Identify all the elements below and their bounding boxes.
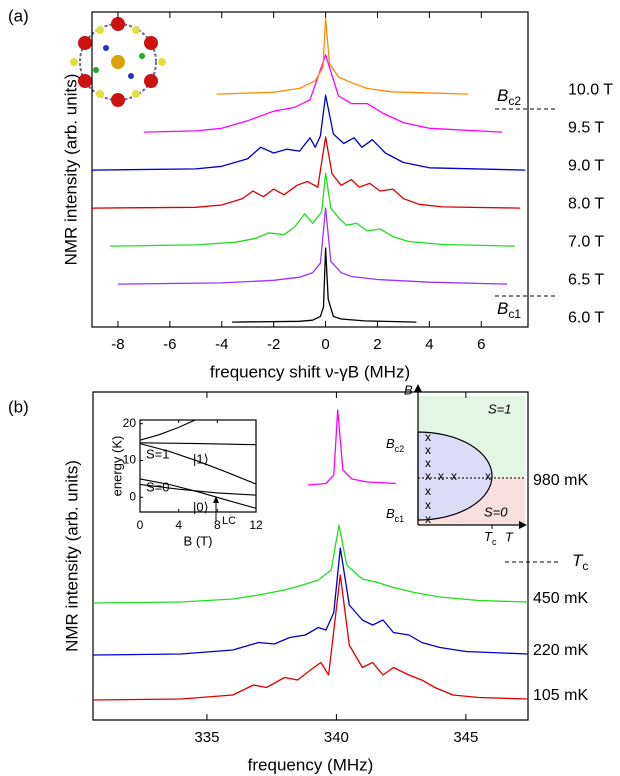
series-label: 10.0 T (568, 81, 613, 98)
svg-text:x: x (425, 498, 431, 512)
inset-annotation: LC (222, 515, 236, 527)
phase-bc2-label-sub: c2 (395, 444, 405, 454)
tc-label: Tc (572, 551, 588, 573)
x-tick-label: -6 (163, 336, 176, 353)
bc2-label-sub: c2 (508, 94, 521, 108)
series-label: 220 mK (533, 642, 588, 659)
y-axis-label: energy (K) (109, 436, 124, 497)
bc2-label-main: B (497, 86, 508, 105)
series-label: 7.0 T (568, 233, 604, 250)
phase-tc-label: Tc (484, 529, 497, 547)
phase-y-label: B (404, 382, 413, 397)
spectrum-line (92, 524, 529, 604)
spectrum-line (92, 547, 529, 656)
x-tick-label: 4 (425, 336, 433, 353)
panel-label: (a) (8, 6, 29, 25)
phase-bc1-label-sub: c1 (395, 514, 405, 524)
spectrum-line (232, 247, 417, 323)
spectrum-line (92, 574, 529, 701)
panel-label: (b) (8, 397, 29, 416)
series-label: 6.5 T (568, 271, 604, 288)
x-tick-label: 0 (137, 518, 144, 532)
bc1-label-sub: c1 (508, 307, 521, 321)
phase-bc1-label: Bc1 (386, 506, 404, 524)
svg-text:x: x (451, 469, 457, 483)
x-tick-label: 12 (249, 518, 263, 532)
spectrum-line (216, 17, 469, 95)
spectrum-line (91, 136, 521, 209)
spectrum-line (110, 172, 516, 247)
tc-label-main: T (572, 551, 584, 570)
y-tick-label: 10 (123, 453, 137, 467)
plot-frame (139, 419, 257, 513)
x-axis-label: frequency shift ν-γB (MHz) (210, 362, 410, 381)
spectrum-line (307, 409, 396, 486)
x-tick-label: 4 (175, 518, 182, 532)
series-label: 9.0 T (568, 157, 604, 174)
spectrum-line (139, 483, 257, 496)
svg-text:x: x (425, 430, 431, 444)
svg-text:x: x (425, 443, 431, 457)
phase-bc2-label: Bc2 (386, 436, 404, 454)
x-tick-label: 345 (453, 729, 478, 746)
svg-text:x: x (438, 469, 444, 483)
spectrum-line (139, 443, 257, 485)
y-axis-label: NMR intensity (arb. units) (61, 74, 80, 266)
spectrum-line (91, 94, 526, 171)
plot-frame (92, 391, 529, 721)
x-tick-label: 335 (194, 729, 219, 746)
phase-upper-label: S=1 (488, 401, 512, 416)
x-tick-label: 2 (373, 336, 381, 353)
spectrum-line (139, 442, 257, 446)
series-label: 980 mK (533, 472, 588, 489)
bc1-label: Bc1 (497, 299, 521, 321)
series-label: 8.0 T (568, 195, 604, 212)
x-tick-label: 340 (324, 729, 349, 746)
inset-annotation: |1⟩ (193, 451, 209, 466)
spectrum-line (139, 478, 257, 509)
x-tick-label: 6 (477, 336, 485, 353)
x-axis-label: B (T) (184, 533, 213, 548)
x-axis-label: frequency (MHz) (248, 755, 374, 774)
spectrum-line (143, 54, 503, 133)
inset-annotation: S=1 (146, 446, 170, 461)
phase-bc1-label-main: B (386, 506, 395, 521)
series-label: 105 mK (533, 687, 588, 704)
series-label: 9.5 T (568, 119, 604, 136)
inset-annotation: S=0 (146, 479, 170, 494)
svg-text:x: x (425, 456, 431, 470)
tc-label-sub: c (582, 559, 588, 573)
svg-text:x: x (425, 484, 431, 498)
x-tick-label: -8 (111, 336, 124, 353)
y-tick-label: 20 (123, 416, 137, 430)
spectrum-line (117, 207, 508, 285)
series-label: 450 mK (533, 590, 588, 607)
x-tick-label: 0 (321, 336, 329, 353)
svg-text:x: x (425, 469, 431, 483)
x-tick-label: -4 (215, 336, 228, 353)
phase-tc-label-main: T (484, 529, 493, 544)
molecule-illustration (70, 17, 166, 107)
series-label: 6.0 T (568, 309, 604, 326)
lc-arrowhead (213, 496, 219, 503)
bc2-label: Bc2 (497, 86, 521, 108)
y-tick-label: 0 (129, 489, 136, 503)
svg-text:x: x (485, 469, 491, 483)
spectrum-line (139, 419, 196, 441)
phase-lower-label: S=0 (484, 504, 508, 519)
svg-text:x: x (425, 512, 431, 526)
y-axis-label: NMR intensity (arb. units) (62, 460, 81, 652)
x-tick-label: -2 (267, 336, 280, 353)
x-tick-label: 8 (214, 518, 221, 532)
phase-x-label: T (505, 529, 514, 544)
bc1-label-main: B (497, 299, 508, 318)
phase-tc-label-sub: c (492, 537, 497, 547)
inset-annotation: |0⟩ (193, 499, 209, 514)
phase-bc2-label-main: B (386, 436, 395, 451)
